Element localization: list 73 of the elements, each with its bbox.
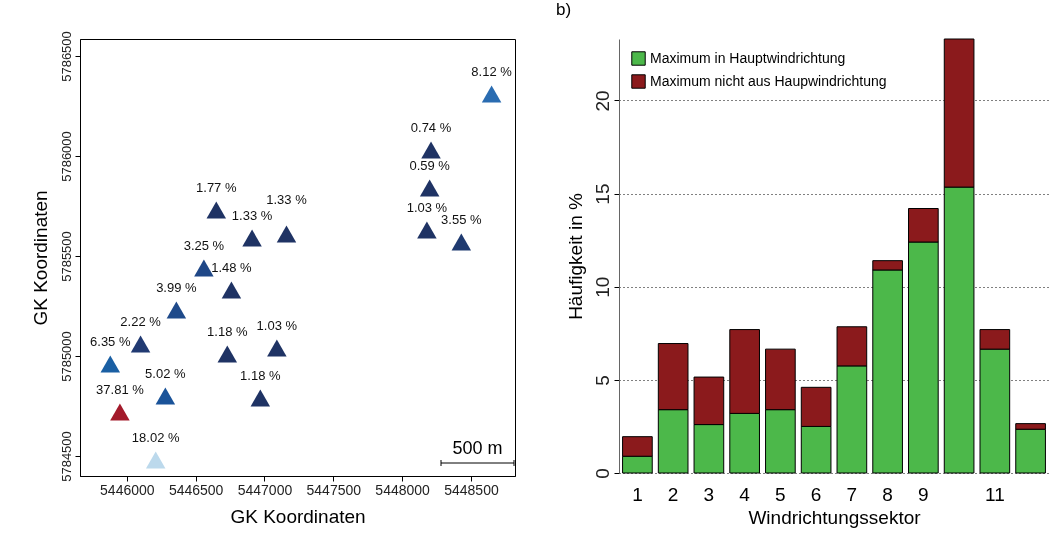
y-tick-label: 5786500 <box>58 31 74 82</box>
x-tick-label: 3 <box>703 483 715 505</box>
point <box>145 451 166 469</box>
annotation: 1.03 % <box>406 200 448 215</box>
point <box>206 201 227 219</box>
annotation: 3.99 % <box>156 280 198 295</box>
point <box>110 403 130 421</box>
x-tick-label: 2 <box>667 483 679 505</box>
legend-label: Maximum in Hauptwindrichtung <box>650 49 846 66</box>
annotation: 1.03 % <box>256 318 298 333</box>
point <box>217 345 238 363</box>
x-tick-label: 1 <box>632 483 643 505</box>
y-tick-label: 20 <box>591 90 613 112</box>
x-axis-title: Windrichtungssektor <box>748 506 922 528</box>
x-tick-label: 4 <box>739 483 751 505</box>
y-tick-label: 5 <box>591 375 613 386</box>
point <box>250 389 271 407</box>
annotation: 1.33 % <box>231 208 273 223</box>
x-tick-label: 5446000 <box>100 481 155 498</box>
point <box>130 335 151 353</box>
point <box>242 229 262 247</box>
annotation: 1.77 % <box>196 180 237 195</box>
point <box>481 85 502 103</box>
annotation: 6.35 % <box>90 334 131 349</box>
x-tick-label: 7 <box>846 483 858 505</box>
x-axis-title: GK Koordinaten <box>230 505 366 527</box>
x-tick-label: 5446500 <box>168 481 224 498</box>
y-tick-label: 5784500 <box>58 431 74 482</box>
annotation: 0.59 % <box>409 158 451 173</box>
y-tick-label: 0 <box>591 468 613 479</box>
x-tick-label: 5447500 <box>306 481 362 498</box>
annotation: 1.18 % <box>207 324 248 339</box>
point <box>267 339 287 357</box>
y-tick-label: 5785500 <box>58 231 74 282</box>
y-tick-label: 5785000 <box>58 331 74 382</box>
point <box>276 225 297 243</box>
point <box>155 387 176 405</box>
y-axis-title: GK Koordinaten <box>29 190 51 326</box>
point <box>100 355 121 373</box>
y-tick-label: 10 <box>591 276 613 298</box>
annotation: 8.12 % <box>471 64 513 79</box>
annotation: 3.25 % <box>183 238 225 253</box>
annotation: 37.81 % <box>96 382 145 397</box>
legend-label: Maximum nicht aus Haupwindrichtung <box>650 72 887 89</box>
annotation: 1.33 % <box>266 192 308 207</box>
point <box>221 281 242 299</box>
x-tick-label: 6 <box>810 483 822 505</box>
scale-ruler: 500 m <box>440 438 515 467</box>
y-tick-label: 15 <box>591 183 613 205</box>
annotation: 1.48 % <box>211 260 253 275</box>
x-tick-label: 5448000 <box>375 481 431 498</box>
point <box>194 259 214 277</box>
annotation: 5.02 % <box>145 366 187 381</box>
point <box>421 141 441 159</box>
y-tick-label: 5786000 <box>58 131 74 182</box>
y-axis-title: Häufigkeit in % <box>564 193 586 320</box>
x-tick-label: 5448500 <box>444 481 499 498</box>
annotation: 2.22 % <box>120 314 162 329</box>
x-tick-label: 8 <box>882 483 893 505</box>
annotation: 18.02 % <box>131 430 180 445</box>
chart-title: b) <box>556 0 572 19</box>
point <box>419 179 440 197</box>
annotation: 3.55 % <box>441 212 482 227</box>
point <box>417 221 437 239</box>
annotation: 500 m <box>451 438 504 459</box>
x-tick-label: 5 <box>775 483 786 505</box>
x-tick-label: 5447000 <box>237 481 293 498</box>
x-tick-label: 11 <box>984 483 1005 505</box>
point <box>166 301 187 319</box>
point <box>451 233 472 251</box>
annotation: 0.74 % <box>410 120 452 135</box>
annotation: 1.18 % <box>240 368 281 383</box>
x-tick-label: 9 <box>918 483 929 505</box>
